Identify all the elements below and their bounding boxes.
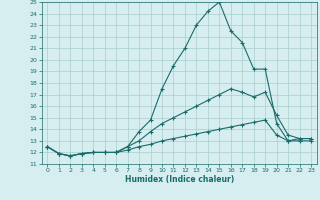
X-axis label: Humidex (Indice chaleur): Humidex (Indice chaleur) bbox=[124, 175, 234, 184]
